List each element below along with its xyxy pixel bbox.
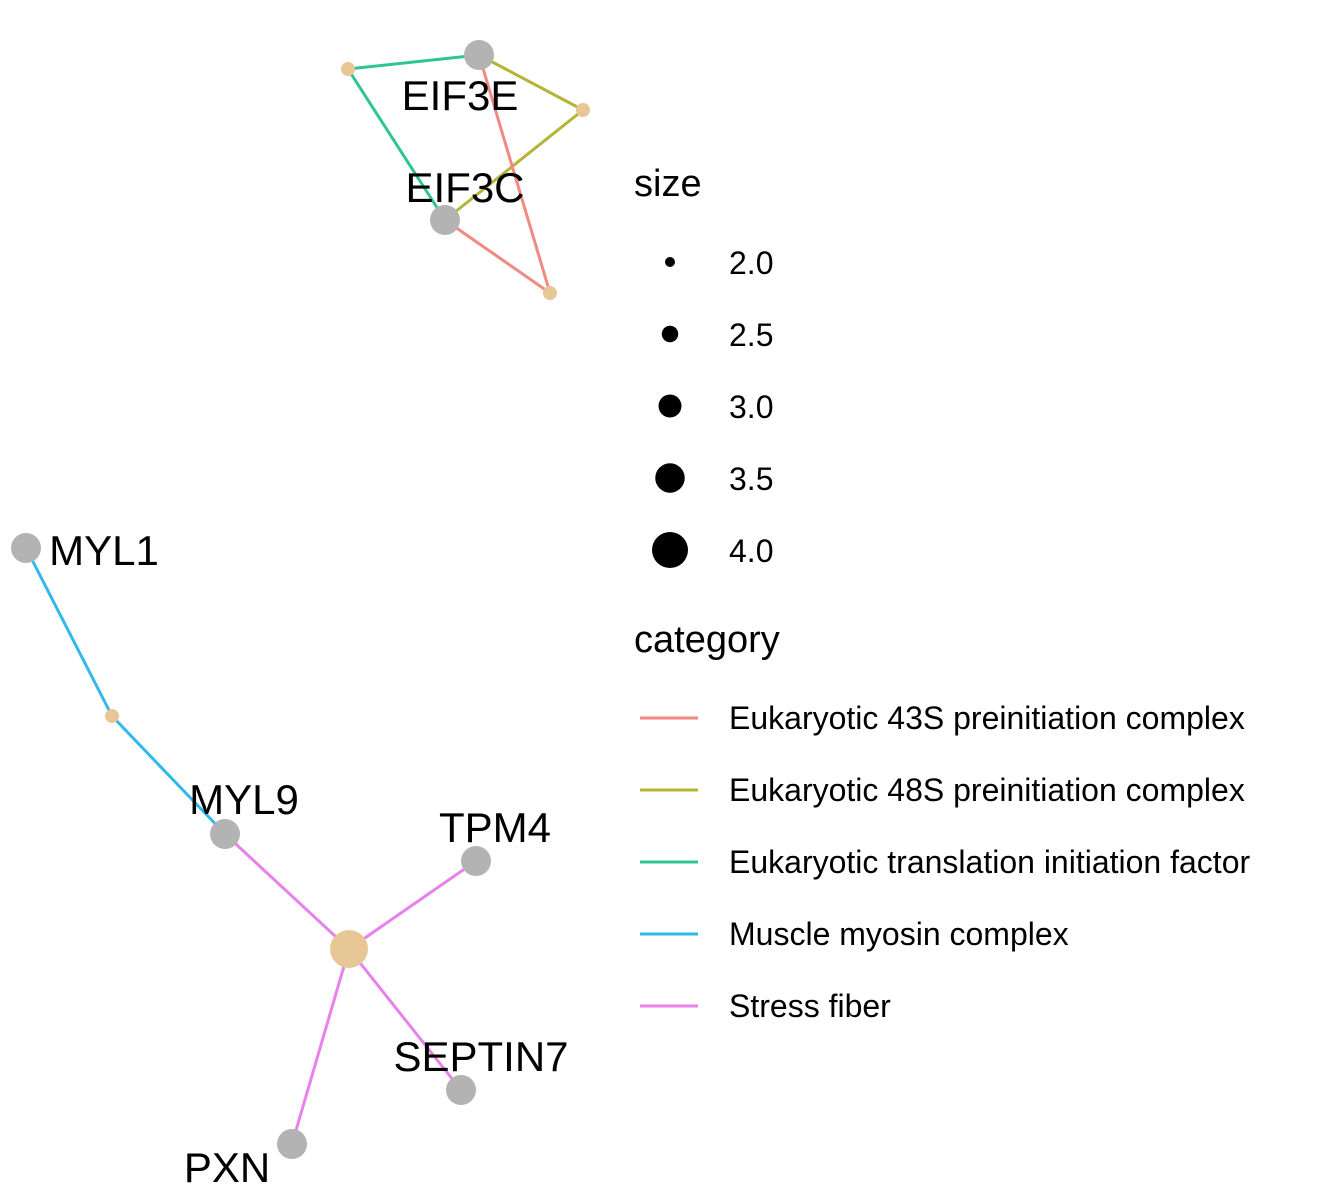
edge-c48s-eif3e: [478, 53, 584, 112]
edge-c43s-eif3e: [477, 54, 552, 294]
category-node-c43s: [543, 286, 557, 300]
gene-node-myl9: [210, 819, 240, 849]
size-legend-label: 4.0: [729, 533, 773, 569]
size-legend-label: 2.5: [729, 317, 773, 353]
category-node-cstr: [330, 930, 368, 968]
edge-celf-eif3c: [346, 68, 447, 221]
gene-node-eif3c: [430, 205, 460, 235]
gene-label-eif3e: EIF3E: [402, 72, 519, 119]
category-legend-label-celf: Eukaryotic translation initiation factor: [729, 844, 1250, 880]
category-legend-label-cstr: Stress fiber: [729, 988, 891, 1024]
category-legend-label-cmyo: Muscle myosin complex: [729, 916, 1069, 952]
size-legend-title: size: [634, 163, 702, 205]
edge-c48s-eif3c: [444, 108, 584, 222]
edge-cmyo-myl1: [24, 547, 114, 717]
gene-label-myl9: MYL9: [189, 776, 299, 823]
edge-cstr-pxn: [290, 948, 351, 1145]
edge-cstr-myl9: [223, 832, 351, 951]
category-node-c48s: [576, 103, 590, 117]
size-legend-label: 3.0: [729, 389, 773, 425]
edge-cmyo-myl9: [110, 714, 227, 836]
size-legend-point: [658, 394, 682, 418]
category-node-celf: [341, 62, 355, 76]
edge-cstr-septin7: [347, 948, 463, 1091]
legend: size 2.0 2.5 3.0 3.5 4.0 category Eukaryotic…: [634, 163, 1250, 1024]
edges-layer: [24, 53, 584, 1145]
edge-celf-eif3e: [347, 53, 480, 71]
category-legend-label-c48s: Eukaryotic 48S preinitiation complex: [729, 772, 1245, 808]
gene-node-pxn: [277, 1129, 307, 1159]
gene-label-pxn: PXN: [184, 1144, 270, 1191]
gene-label-myl1: MYL1: [49, 527, 159, 574]
size-legend-point: [665, 257, 675, 267]
gene-node-eif3e: [464, 40, 494, 70]
gene-node-myl1: [11, 533, 41, 563]
category-node-cmyo: [105, 709, 119, 723]
size-legend-items: 2.0 2.5 3.0 3.5 4.0: [652, 245, 773, 569]
gene-label-septin7: SEPTIN7: [393, 1033, 568, 1080]
gene-label-tpm4: TPM4: [439, 804, 551, 851]
category-legend-title: category: [634, 619, 780, 661]
size-legend-label: 3.5: [729, 461, 773, 497]
labels-layer: EIF3E EIF3C MYL1 MYL9 TPM4 SEPTIN7 PXN: [49, 72, 568, 1191]
category-legend-label-c43s: Eukaryotic 43S preinitiation complex: [729, 700, 1245, 736]
gene-node-tpm4: [461, 846, 491, 876]
size-legend-point: [661, 325, 679, 343]
size-legend-label: 2.0: [729, 245, 773, 281]
category-legend-items: Eukaryotic 43S preinitiation complex Euka…: [640, 700, 1250, 1024]
gene-node-septin7: [446, 1075, 476, 1105]
size-legend-point: [655, 463, 685, 493]
edge-c43s-eif3c: [444, 218, 551, 295]
size-legend-point: [652, 532, 688, 568]
gene-label-eif3c: EIF3C: [405, 164, 524, 211]
edge-cstr-tpm4: [348, 859, 477, 951]
nodes-layer: [11, 40, 590, 1159]
